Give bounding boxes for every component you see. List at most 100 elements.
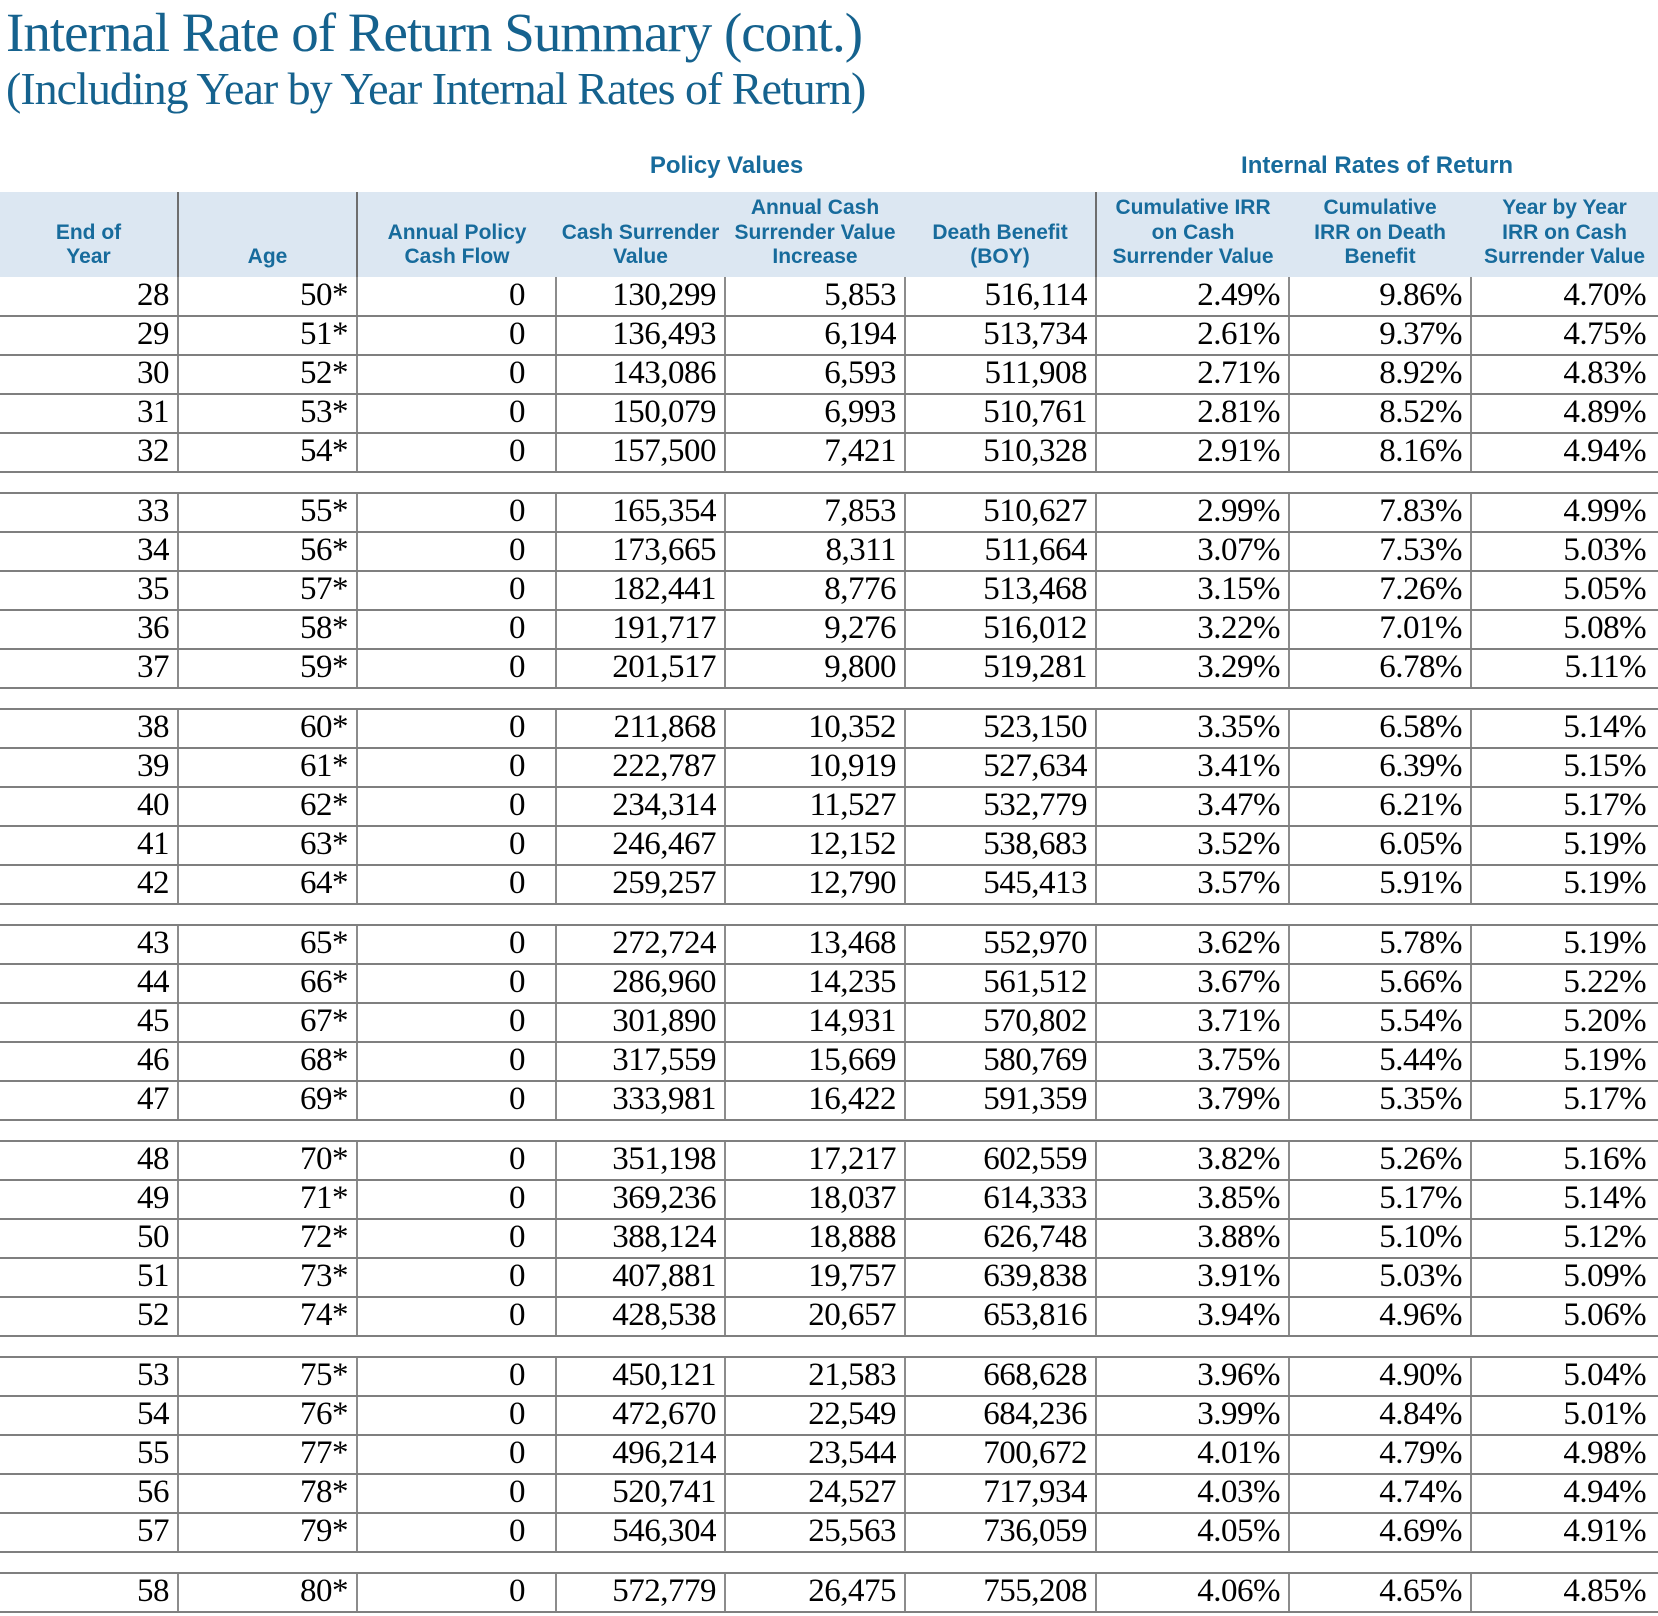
cell-age: 54* [178,433,358,474]
cell-year_by_year_irr_on_cash_surrender_value: 4.99% [1471,493,1658,534]
cell-cash_surrender_value: 351,198 [556,1141,726,1182]
cell-annual_policy_cash_flow: 0 [357,1258,557,1299]
cell-cumulative_irr_on_cash_surrender_value: 3.29% [1096,649,1291,690]
cell-annual_policy_cash_flow: 0 [357,709,557,750]
table-row: 39 61* 0 222,787 10,919 527,634 3.41% 6.39% 5.15… [0,748,1658,789]
policy-values-section-label: Policy Values [357,114,1097,193]
cell-annual_policy_cash_flow: 0 [357,1396,557,1437]
irr-section-label: Internal Rates of Return [1096,114,1658,193]
column-header-annual_cash_surrender_value_increase: Annual Cash Surrender Value Increase [725,192,905,278]
cell-cumulative_irr_on_cash_surrender_value: 3.41% [1096,748,1291,789]
cell-cash_surrender_value: 143,086 [556,355,726,396]
column-header-age: Age [178,192,358,278]
cell-age: 66* [178,964,358,1005]
cell-age: 64* [178,865,358,906]
cell-cumulative_irr_on_death_benefit: 8.52% [1289,394,1473,435]
table-row: 38 60* 0 211,868 10,352 523,150 3.35% 6.58% 5.14… [0,709,1658,750]
column-header-cumulative_irr_on_cash_surrender_value: Cumulative IRR on Cash Surrender Value [1096,192,1290,278]
cell-end_of_year: 29 [0,316,179,357]
cell-death_benefit_boy: 561,512 [905,964,1098,1005]
cell-age: 73* [178,1258,358,1299]
group-spacer-cell [0,904,1658,927]
cell-end_of_year: 38 [0,709,179,750]
cell-death_benefit_boy: 570,802 [905,1003,1098,1044]
column-header-end_of_year: End of Year [0,192,179,278]
cell-cumulative_irr_on_cash_surrender_value: 3.67% [1096,964,1291,1005]
cell-annual_cash_surrender_value_increase: 15,669 [725,1042,906,1083]
group-spacer-cell [0,1336,1658,1359]
cell-end_of_year: 51 [0,1258,179,1299]
cell-end_of_year: 44 [0,964,179,1005]
cell-end_of_year: 40 [0,787,179,828]
table-row: 51 73* 0 407,881 19,757 639,838 3.91% 5.03% 5.09… [0,1258,1658,1299]
cell-age: 71* [178,1180,358,1221]
cell-annual_cash_surrender_value_increase: 25,563 [725,1513,906,1554]
cell-death_benefit_boy: 717,934 [905,1474,1098,1515]
column-header-year_by_year_irr_on_cash_surrender_value: Year by Year IRR on Cash Surrender Value [1471,192,1658,278]
cell-cumulative_irr_on_cash_surrender_value: 4.03% [1096,1474,1291,1515]
column-header-annual_policy_cash_flow: Annual Policy Cash Flow [357,192,556,278]
cell-cumulative_irr_on_death_benefit: 5.35% [1289,1081,1473,1122]
cell-death_benefit_boy: 516,012 [905,610,1098,651]
cell-year_by_year_irr_on_cash_surrender_value: 5.19% [1471,865,1658,906]
cell-cumulative_irr_on_cash_surrender_value: 3.96% [1096,1357,1291,1398]
cell-end_of_year: 50 [0,1219,179,1260]
cell-age: 51* [178,316,358,357]
cell-death_benefit_boy: 532,779 [905,787,1098,828]
cell-death_benefit_boy: 668,628 [905,1357,1098,1398]
cell-age: 50* [178,277,358,318]
cell-death_benefit_boy: 510,627 [905,493,1098,534]
cell-death_benefit_boy: 700,672 [905,1435,1098,1476]
cell-cumulative_irr_on_death_benefit: 9.37% [1289,316,1473,357]
cell-annual_policy_cash_flow: 0 [357,532,557,573]
cell-cumulative_irr_on_cash_surrender_value: 3.15% [1096,571,1291,612]
cell-cumulative_irr_on_cash_surrender_value: 4.05% [1096,1513,1291,1554]
cell-cumulative_irr_on_death_benefit: 5.26% [1289,1141,1473,1182]
cell-end_of_year: 37 [0,649,179,690]
cell-cumulative_irr_on_death_benefit: 6.39% [1289,748,1473,789]
cell-end_of_year: 34 [0,532,179,573]
cell-cumulative_irr_on_cash_surrender_value: 3.62% [1096,925,1291,966]
table-row: 29 51* 0 136,493 6,194 513,734 2.61% 9.37% 4.75% [0,316,1658,357]
cell-cash_surrender_value: 450,121 [556,1357,726,1398]
cell-cumulative_irr_on_death_benefit: 7.53% [1289,532,1473,573]
cell-death_benefit_boy: 639,838 [905,1258,1098,1299]
cell-cash_surrender_value: 165,354 [556,493,726,534]
cell-cash_surrender_value: 150,079 [556,394,726,435]
table-row: 41 63* 0 246,467 12,152 538,683 3.52% 6.05% 5.19… [0,826,1658,867]
cell-cash_surrender_value: 157,500 [556,433,726,474]
cell-cumulative_irr_on_cash_surrender_value: 3.85% [1096,1180,1291,1221]
cell-cumulative_irr_on_death_benefit: 7.01% [1289,610,1473,651]
cell-cumulative_irr_on_cash_surrender_value: 3.91% [1096,1258,1291,1299]
cell-annual_cash_surrender_value_increase: 22,549 [725,1396,906,1437]
cell-annual_cash_surrender_value_increase: 16,422 [725,1081,906,1122]
cell-age: 75* [178,1357,358,1398]
cell-cumulative_irr_on_cash_surrender_value: 3.52% [1096,826,1291,867]
cell-annual_policy_cash_flow: 0 [357,1474,557,1515]
cell-cumulative_irr_on_cash_surrender_value: 3.99% [1096,1396,1291,1437]
cell-cumulative_irr_on_death_benefit: 7.83% [1289,493,1473,534]
cell-cumulative_irr_on_death_benefit: 8.16% [1289,433,1473,474]
cell-cumulative_irr_on_cash_surrender_value: 3.57% [1096,865,1291,906]
cell-annual_policy_cash_flow: 0 [357,1573,557,1614]
group-spacer-cell [0,1120,1658,1143]
cell-year_by_year_irr_on_cash_surrender_value: 5.06% [1471,1297,1658,1338]
cell-annual_cash_surrender_value_increase: 12,790 [725,865,906,906]
page-subtitle: (Including Year by Year Internal Rates o… [6,62,866,114]
cell-cash_surrender_value: 301,890 [556,1003,726,1044]
cell-annual_cash_surrender_value_increase: 8,776 [725,571,906,612]
cell-age: 60* [178,709,358,750]
cell-death_benefit_boy: 626,748 [905,1219,1098,1260]
cell-annual_policy_cash_flow: 0 [357,964,557,1005]
cell-year_by_year_irr_on_cash_surrender_value: 5.05% [1471,571,1658,612]
cell-annual_policy_cash_flow: 0 [357,493,557,534]
cell-annual_cash_surrender_value_increase: 11,527 [725,787,906,828]
cell-year_by_year_irr_on_cash_surrender_value: 5.04% [1471,1357,1658,1398]
cell-cumulative_irr_on_death_benefit: 7.26% [1289,571,1473,612]
cell-age: 67* [178,1003,358,1044]
cell-cumulative_irr_on_death_benefit: 6.78% [1289,649,1473,690]
cell-age: 62* [178,787,358,828]
cell-year_by_year_irr_on_cash_surrender_value: 5.03% [1471,532,1658,573]
cell-cumulative_irr_on_cash_surrender_value: 3.07% [1096,532,1291,573]
table-body: 28 50* 0 130,299 5,853 516,114 2.49% 9.86% 4.70%… [0,277,1658,1614]
